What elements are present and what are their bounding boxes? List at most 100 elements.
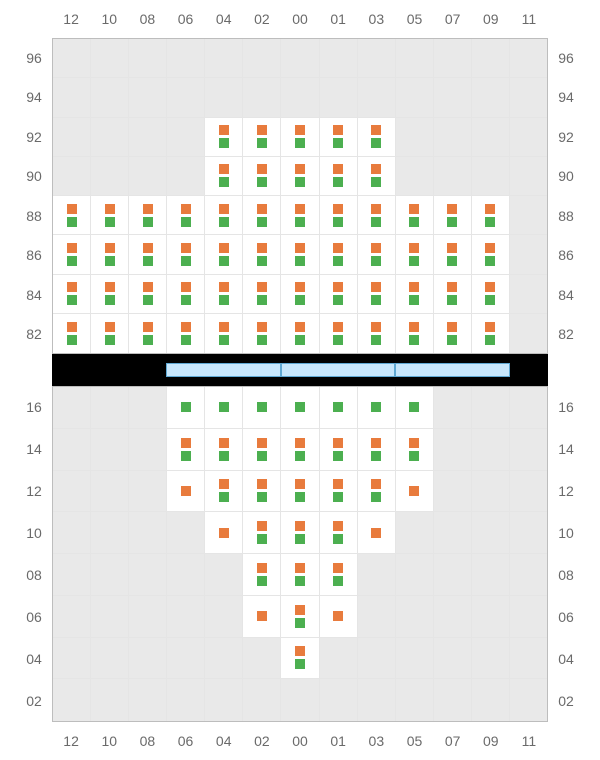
green-marker [219,335,229,345]
grid-cell [205,387,243,429]
orange-marker [295,125,305,135]
grid-cell [358,157,396,196]
grid-cell [167,387,205,429]
grid-cell [472,554,510,596]
grid-cell [91,638,129,680]
grid-cell [167,118,205,157]
grid-cell [243,512,281,554]
row-label: 04 [548,638,584,680]
grid-cell [434,235,472,274]
green-marker [219,138,229,148]
green-marker [295,217,305,227]
grid-cell [53,157,91,196]
grid-cell [472,314,510,353]
grid-cell [205,39,243,78]
grid-cell [434,39,472,78]
green-marker [447,335,457,345]
orange-marker [409,322,419,332]
grid-cell [167,196,205,235]
grid-cell [167,39,205,78]
row-label: 16 [16,386,52,428]
top-grid-cells [52,38,548,354]
orange-marker [409,486,419,496]
row-labels-right: 1614121008060402 [548,386,584,722]
grid-cell [53,512,91,554]
orange-marker [295,646,305,656]
green-marker [67,217,77,227]
green-marker [295,256,305,266]
grid-cell [510,235,547,274]
grid-cell [320,679,358,721]
grid-cell [205,638,243,680]
grid-cell [472,638,510,680]
row-label: 86 [16,236,52,276]
green-marker [371,335,381,345]
green-marker [447,295,457,305]
grid-cell [396,157,434,196]
orange-marker [219,204,229,214]
grid-cell [129,118,167,157]
green-marker [295,534,305,544]
green-marker [371,492,381,502]
grid-cell [91,471,129,513]
grid-cell [53,39,91,78]
grid-cell [358,387,396,429]
green-marker [409,335,419,345]
orange-marker [219,528,229,538]
green-marker [485,335,495,345]
green-marker [219,451,229,461]
row-label: 10 [16,512,52,554]
grid-cell [129,679,167,721]
grid-cell [91,39,129,78]
grid-cell [91,314,129,353]
green-marker [295,451,305,461]
grid-cell [396,387,434,429]
row-label: 82 [548,315,584,355]
grid-cell [281,78,319,117]
row-label: 90 [548,157,584,197]
grid-cell [396,554,434,596]
row-label: 02 [16,680,52,722]
grid-cell [281,679,319,721]
column-label: 05 [395,722,433,760]
orange-marker [67,243,77,253]
grid-cell [53,118,91,157]
grid-cell [396,275,434,314]
grid-cell [53,275,91,314]
grid-cell [358,638,396,680]
orange-marker [181,282,191,292]
orange-marker [333,164,343,174]
green-marker [371,451,381,461]
grid-cell [320,314,358,353]
grid-cell [358,78,396,117]
grid-cell [167,596,205,638]
green-marker [143,256,153,266]
grid-row [53,554,547,596]
grid-cell [281,235,319,274]
orange-marker [257,282,267,292]
orange-marker [485,243,495,253]
green-marker [181,217,191,227]
orange-marker [257,521,267,531]
orange-marker [371,438,381,448]
green-marker [485,217,495,227]
green-marker [219,492,229,502]
green-marker [371,138,381,148]
grid-cell [510,78,547,117]
green-marker [67,295,77,305]
orange-marker [181,438,191,448]
green-marker [371,402,381,412]
grid-cell [320,471,358,513]
grid-cell [281,314,319,353]
grid-cell [205,78,243,117]
row-label: 02 [548,680,584,722]
grid-cell [396,39,434,78]
grid-cell [472,196,510,235]
column-label: 12 [52,0,90,38]
orange-marker [67,204,77,214]
grid-row [53,679,547,721]
grid-cell [281,429,319,471]
grid-cell [358,275,396,314]
orange-marker [485,322,495,332]
orange-marker [295,282,305,292]
